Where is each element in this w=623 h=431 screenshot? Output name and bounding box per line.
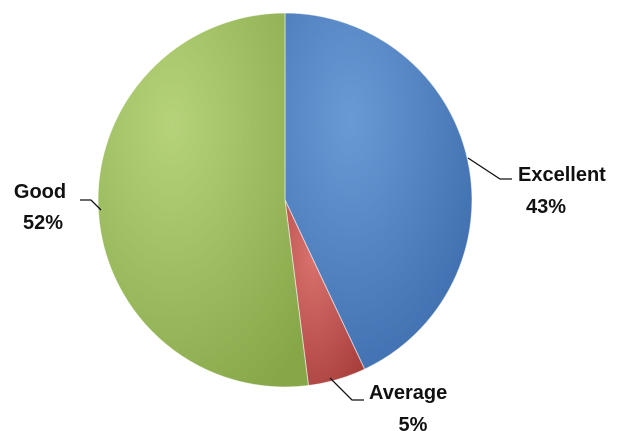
label-percent-good: 52%	[23, 212, 63, 234]
label-name-average: Average	[369, 382, 447, 404]
label-percent-average: 5%	[399, 414, 428, 431]
pie-slice-good	[97, 12, 309, 388]
label-name-good: Good	[14, 181, 66, 203]
pie-slice-excellent	[284, 12, 473, 370]
leader-line-good	[80, 199, 102, 211]
leader-line-excellent	[467, 157, 512, 180]
leader-line-average	[329, 377, 364, 401]
label-percent-excellent: 43%	[526, 196, 566, 218]
label-name-excellent: Excellent	[518, 164, 606, 186]
pie-slices	[97, 12, 473, 388]
pie-labels: Excellent 43% Average 5% Good 52%	[14, 157, 606, 431]
